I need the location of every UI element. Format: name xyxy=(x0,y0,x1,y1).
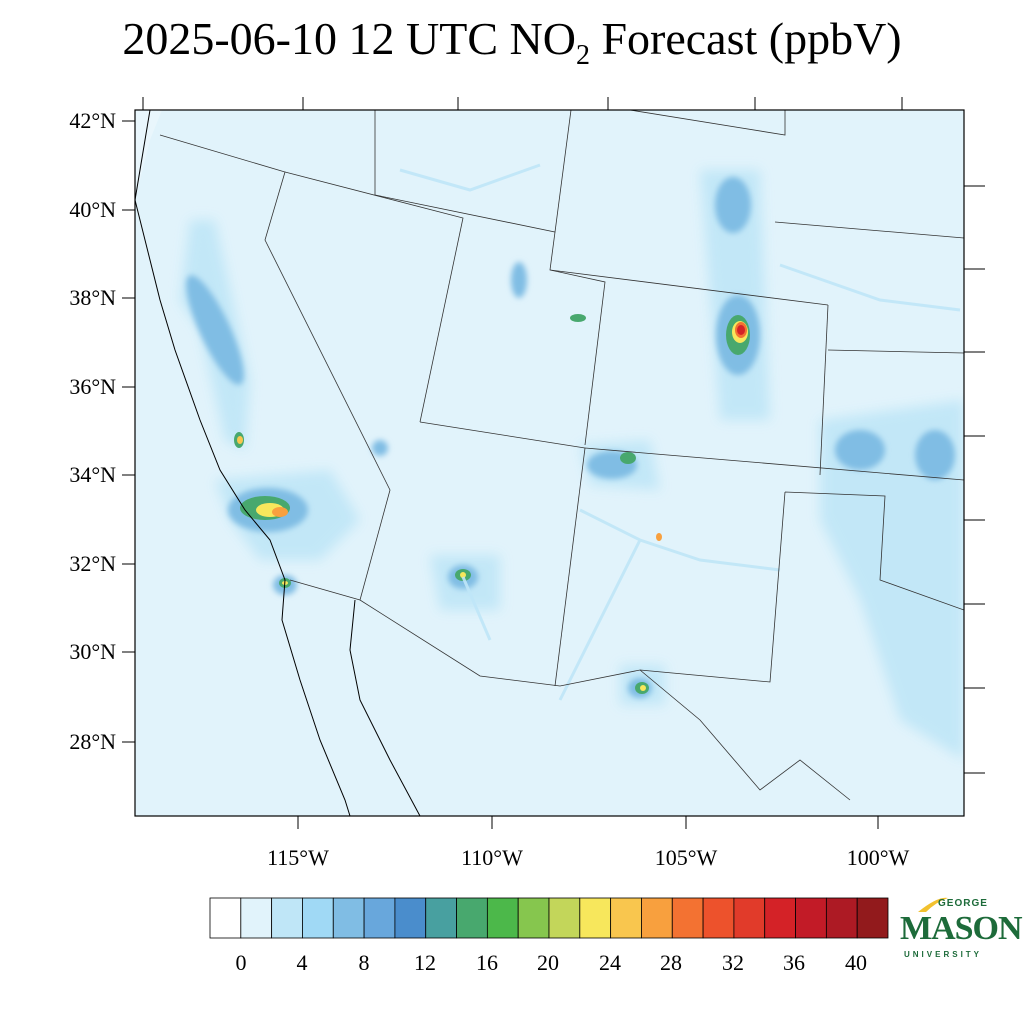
lat-label-28: 28°N xyxy=(69,729,116,754)
border-nm-tx xyxy=(584,447,964,683)
colorbar-label-32: 32 xyxy=(722,950,744,975)
colorbar-box xyxy=(517,897,550,939)
colorbar-box xyxy=(825,897,858,939)
gulf-of-california xyxy=(349,599,421,816)
colorbar-label-24: 24 xyxy=(599,950,621,975)
streak-i10 xyxy=(579,508,781,572)
okc-medium xyxy=(835,430,885,470)
border-az-nm xyxy=(554,447,586,687)
colorbar-label-8: 8 xyxy=(358,950,370,975)
juarez-orange xyxy=(656,533,662,541)
colorbar xyxy=(209,897,889,939)
border-ks-ok xyxy=(827,349,964,354)
colorbar-label-28: 28 xyxy=(660,950,682,975)
border-mexico xyxy=(289,579,851,801)
lat-label-40: 40°N xyxy=(69,197,116,222)
border-ut-co xyxy=(549,231,606,446)
kansas-medium xyxy=(915,430,955,480)
border-ut-az xyxy=(419,421,586,449)
colorbar-box xyxy=(302,897,334,939)
colorbar-box xyxy=(394,897,427,939)
border-co-ks xyxy=(819,304,829,476)
colorbar-box xyxy=(332,897,365,939)
lat-label-36: 36°N xyxy=(69,374,116,399)
colorbar-box xyxy=(209,897,242,939)
logo-swoosh-icon xyxy=(918,897,948,912)
colorbar-label-40: 40 xyxy=(845,950,867,975)
colorbar-box xyxy=(486,897,519,939)
colorbar-label-4: 4 xyxy=(296,950,308,975)
streak-az xyxy=(461,576,492,641)
fresno-yellow xyxy=(237,436,243,444)
colorbar-box xyxy=(425,897,457,939)
colorbar-box xyxy=(610,897,642,939)
streak-nm xyxy=(558,539,642,701)
valley-medium xyxy=(186,275,244,385)
title-prefix: 2025-06-10 12 UTC NO xyxy=(122,13,576,64)
colorbar-box xyxy=(856,897,889,939)
grand-junction-green xyxy=(570,314,586,322)
border-ne-sd xyxy=(774,221,964,239)
map-frame xyxy=(134,109,965,817)
abq-green xyxy=(620,452,636,464)
lat-label-34: 34°N xyxy=(69,462,116,487)
colorbar-box xyxy=(363,897,396,939)
la-orange xyxy=(272,507,288,517)
border-ca-nv xyxy=(159,134,391,601)
page-title: 2025-06-10 12 UTC NO2 Forecast (ppbV) xyxy=(0,12,1024,72)
lat-label-32: 32°N xyxy=(69,551,116,576)
border-wy-mt xyxy=(629,110,786,136)
border-nv-ut xyxy=(284,171,464,423)
ocean-area xyxy=(135,110,162,200)
lon-label-115: 115°W xyxy=(267,845,329,870)
colorbar-box xyxy=(271,897,303,939)
logo-line-2: MASON xyxy=(900,910,1023,947)
denver-red xyxy=(737,325,745,335)
border-wy-co xyxy=(549,269,829,306)
cheyenne-medium xyxy=(715,177,751,233)
lat-label-42: 42°N xyxy=(69,108,116,133)
phx-yellow xyxy=(460,572,466,578)
colorbar-box xyxy=(671,897,704,939)
colorbar-label-0: 0 xyxy=(235,950,247,975)
logo-line-3: UNIVERSITY xyxy=(904,950,983,959)
lon-label-110: 110°W xyxy=(461,845,523,870)
colorbar-box xyxy=(795,897,827,939)
title-subscript: 2 xyxy=(575,40,590,72)
ep-yellow xyxy=(640,685,646,691)
streak-i40 xyxy=(779,263,961,312)
east-plains-plume xyxy=(820,400,964,760)
colorbar-box xyxy=(548,897,581,939)
colorbar-label-20: 20 xyxy=(537,950,559,975)
colorbar-box xyxy=(733,897,766,939)
colorbar-label-36: 36 xyxy=(783,950,805,975)
colorbar-box xyxy=(641,897,673,939)
lon-label-105: 105°W xyxy=(654,845,718,870)
lasvegas-medium xyxy=(372,440,388,456)
colorbar-box xyxy=(764,897,796,939)
colorbar-box xyxy=(240,897,273,939)
lat-label-30: 30°N xyxy=(69,639,116,664)
streak-i80 xyxy=(399,163,541,192)
lat-label-38: 38°N xyxy=(69,285,116,310)
gmu-logo: GEORGE MASON UNIVERSITY xyxy=(898,897,1023,970)
colorbar-box xyxy=(456,897,488,939)
coastline xyxy=(135,110,351,816)
colorbar-label-16: 16 xyxy=(476,950,498,975)
title-suffix: Forecast (ppbV) xyxy=(589,13,902,64)
logo-line-1: GEORGE xyxy=(938,898,988,909)
lon-label-100: 100°W xyxy=(846,845,910,870)
colorbar-box xyxy=(579,897,612,939)
colorbar-label-12: 12 xyxy=(414,950,436,975)
colorbar-box xyxy=(702,897,735,939)
slc-medium xyxy=(511,262,527,298)
